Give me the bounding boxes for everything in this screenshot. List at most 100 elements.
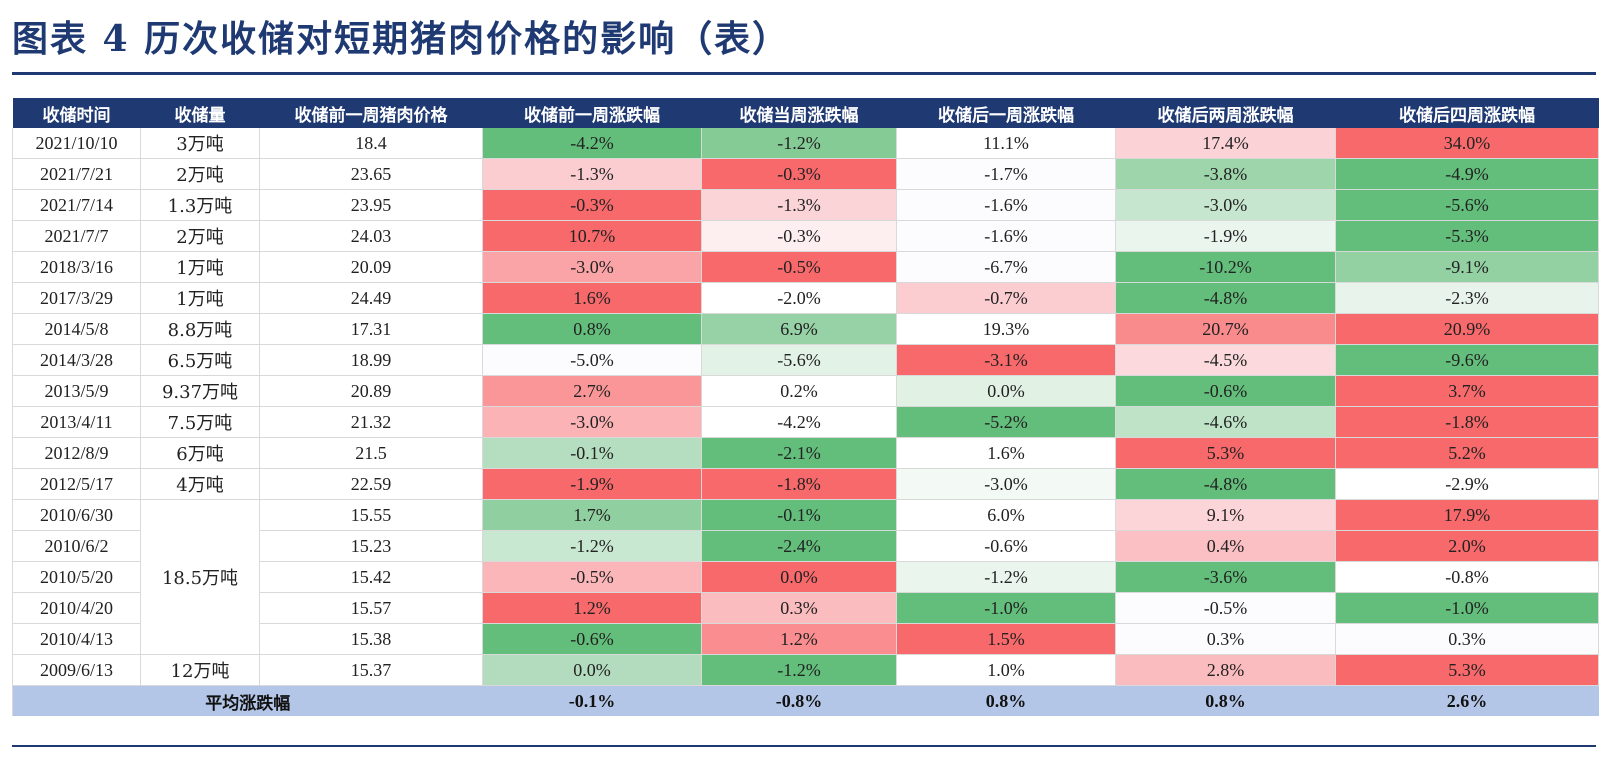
table-row: 2010/6/30 18.5万吨 15.55 1.7% -0.1% 6.0% 9.1% 17.… xyxy=(12,499,1599,655)
pork-price-cell: 20.89 xyxy=(259,375,483,407)
change-cell: 0.3% xyxy=(701,592,897,624)
change-cell: -0.5% xyxy=(482,561,702,593)
table-row: 2010/5/20 15.42 -0.5% 0.0% -1.2% -3.6% -0.8% xyxy=(12,561,1599,593)
change-cell: -2.0% xyxy=(701,282,897,314)
header-cell: 收储前一周猪肉价格 xyxy=(259,98,483,128)
change-cell: 1.0% xyxy=(896,654,1116,686)
pork-price-cell: 15.37 xyxy=(259,654,483,686)
change-cell: -0.3% xyxy=(701,220,897,252)
change-cell: 5.2% xyxy=(1335,437,1599,469)
storage-impact-table: 收储时间 收储量 收储前一周猪肉价格 收储前一周涨跌幅 收储当周涨跌幅 收储后一… xyxy=(12,98,1599,716)
header-cell: 收储量 xyxy=(140,98,260,128)
change-cell: 17.4% xyxy=(1115,128,1336,159)
pork-price-cell: 15.38 xyxy=(259,623,483,655)
storage-date-cell: 2013/5/9 xyxy=(12,375,141,407)
change-cell: 0.0% xyxy=(482,654,702,686)
storage-volume-cell: 2万吨 xyxy=(140,158,260,190)
change-cell: 34.0% xyxy=(1335,128,1599,159)
pork-price-cell: 15.23 xyxy=(259,530,483,562)
storage-volume-cell: 7.5万吨 xyxy=(140,406,260,438)
table-row: 2013/5/9 9.37万吨 20.89 2.7% 0.2% 0.0% -0.6% 3.7% xyxy=(12,375,1599,407)
change-cell: 1.2% xyxy=(482,592,702,624)
table-row: 2021/10/10 3万吨 18.4 -4.2% -1.2% 11.1% 17.4% 34.… xyxy=(12,128,1599,159)
change-cell: 1.6% xyxy=(896,437,1116,469)
change-cell: 19.3% xyxy=(896,313,1116,345)
change-cell: -3.0% xyxy=(896,468,1116,500)
change-cell: -5.2% xyxy=(896,406,1116,438)
change-cell: -0.6% xyxy=(482,623,702,655)
change-cell: -3.6% xyxy=(1115,561,1336,593)
table-row: 2012/5/17 4万吨 22.59 -1.9% -1.8% -3.0% -4.8% -2.… xyxy=(12,468,1599,500)
change-cell: -1.6% xyxy=(896,220,1116,252)
storage-volume-cell: 3万吨 xyxy=(140,128,260,159)
table-row: 2021/7/14 1.3万吨 23.95 -0.3% -1.3% -1.6% -3.0% -… xyxy=(12,189,1599,221)
change-cell: -2.1% xyxy=(701,437,897,469)
table-row: 2018/3/16 1万吨 20.09 -3.0% -0.5% -6.7% -10.2% -9… xyxy=(12,251,1599,283)
average-value: 2.6% xyxy=(1335,685,1599,716)
change-cell: -0.6% xyxy=(896,530,1116,562)
change-cell: -1.2% xyxy=(896,561,1116,593)
change-cell: -5.3% xyxy=(1335,220,1599,252)
pork-price-cell: 21.5 xyxy=(259,437,483,469)
storage-date-cell: 2021/7/14 xyxy=(12,189,141,221)
average-value: -0.1% xyxy=(482,685,702,716)
pork-price-cell: 23.95 xyxy=(259,189,483,221)
pork-price-cell: 15.42 xyxy=(259,561,483,593)
change-cell: -0.1% xyxy=(482,437,702,469)
change-cell: -4.6% xyxy=(1115,406,1336,438)
change-cell: 0.0% xyxy=(701,561,897,593)
change-cell: 2.0% xyxy=(1335,530,1599,562)
pork-price-cell: 24.03 xyxy=(259,220,483,252)
storage-date-cell: 2014/5/8 xyxy=(12,313,141,345)
change-cell: 0.8% xyxy=(482,313,702,345)
storage-date-cell: 2021/7/21 xyxy=(12,158,141,190)
change-cell: -3.1% xyxy=(896,344,1116,376)
storage-date-cell: 2018/3/16 xyxy=(12,251,141,283)
change-cell: -10.2% xyxy=(1115,251,1336,283)
change-cell: -5.0% xyxy=(482,344,702,376)
change-cell: -0.6% xyxy=(1115,375,1336,407)
pork-price-cell: 21.32 xyxy=(259,406,483,438)
storage-volume-cell: 1.3万吨 xyxy=(140,189,260,221)
storage-volume-cell: 4万吨 xyxy=(140,468,260,500)
table-header-row: 收储时间 收储量 收储前一周猪肉价格 收储前一周涨跌幅 收储当周涨跌幅 收储后一… xyxy=(12,98,1599,128)
table-body: 2021/10/10 3万吨 18.4 -4.2% -1.2% 11.1% 17.4% 34.… xyxy=(12,128,1599,686)
change-cell: 6.0% xyxy=(896,499,1116,531)
change-cell: -0.8% xyxy=(1335,561,1599,593)
change-cell: -3.0% xyxy=(1115,189,1336,221)
storage-volume-cell: 18.5万吨 xyxy=(140,499,260,655)
change-cell: 0.3% xyxy=(1115,623,1336,655)
change-cell: -3.8% xyxy=(1115,158,1336,190)
change-cell: -4.9% xyxy=(1335,158,1599,190)
change-cell: 1.6% xyxy=(482,282,702,314)
change-cell: -6.7% xyxy=(896,251,1116,283)
change-cell: -1.9% xyxy=(1115,220,1336,252)
change-cell: 3.7% xyxy=(1335,375,1599,407)
change-cell: -1.9% xyxy=(482,468,702,500)
change-cell: 2.8% xyxy=(1115,654,1336,686)
storage-date-cell: 2017/3/29 xyxy=(12,282,141,314)
pork-price-cell: 17.31 xyxy=(259,313,483,345)
change-cell: -4.8% xyxy=(1115,468,1336,500)
storage-date-cell: 2010/4/13 xyxy=(12,623,141,655)
change-cell: 6.9% xyxy=(701,313,897,345)
header-cell: 收储前一周涨跌幅 xyxy=(482,98,702,128)
change-cell: -1.3% xyxy=(701,189,897,221)
pork-price-cell: 15.55 xyxy=(259,499,483,531)
storage-date-cell: 2012/8/9 xyxy=(12,437,141,469)
pork-price-cell: 23.65 xyxy=(259,158,483,190)
change-cell: -3.0% xyxy=(482,251,702,283)
change-cell: -1.6% xyxy=(896,189,1116,221)
change-cell: 17.9% xyxy=(1335,499,1599,531)
change-cell: -0.5% xyxy=(1115,592,1336,624)
table-row: 2013/4/11 7.5万吨 21.32 -3.0% -4.2% -5.2% -4.6% -… xyxy=(12,406,1599,438)
storage-date-cell: 2014/3/28 xyxy=(12,344,141,376)
pork-price-cell: 18.99 xyxy=(259,344,483,376)
storage-date-cell: 2010/6/30 xyxy=(12,499,141,531)
change-cell: -1.7% xyxy=(896,158,1116,190)
table-row: 2017/3/29 1万吨 24.49 1.6% -2.0% -0.7% -4.8% -2.3… xyxy=(12,282,1599,314)
change-cell: 20.9% xyxy=(1335,313,1599,345)
average-value: 0.8% xyxy=(896,685,1116,716)
change-cell: 0.3% xyxy=(1335,623,1599,655)
change-cell: -0.5% xyxy=(701,251,897,283)
